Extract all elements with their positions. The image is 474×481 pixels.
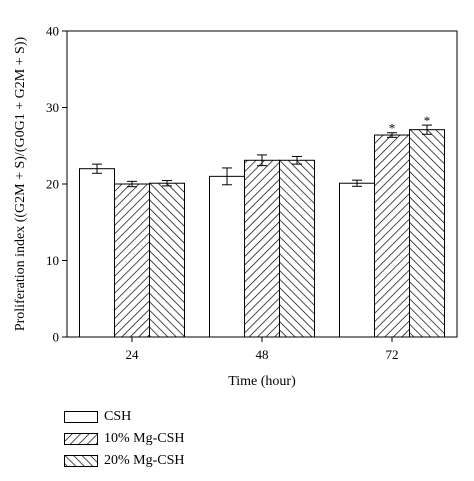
bar-20-mg-csh-72 bbox=[409, 129, 445, 338]
x-tick-label-72: 72 bbox=[386, 347, 399, 362]
legend-swatch-20-mg-csh bbox=[64, 455, 98, 467]
legend-item-10-mg-csh: 10% Mg-CSH bbox=[64, 428, 185, 450]
y-axis-title: Proliferation index ((G2M + S)/(G0G1 + G… bbox=[13, 37, 28, 332]
bar-csh-72 bbox=[339, 182, 375, 338]
y-tick-label-20: 20 bbox=[46, 177, 59, 192]
x-tick-label-48: 48 bbox=[256, 347, 269, 362]
significance-marker-10-mg-csh-72: * bbox=[389, 121, 396, 136]
legend-label-csh: CSH bbox=[104, 409, 132, 424]
bar-csh-48 bbox=[209, 175, 245, 338]
bar-20-mg-csh-48 bbox=[279, 159, 315, 338]
significance-marker-20-mg-csh-72: * bbox=[424, 113, 431, 128]
legend-item-20-mg-csh: 20% Mg-CSH bbox=[64, 450, 185, 472]
y-tick-label-10: 10 bbox=[46, 253, 59, 268]
y-tick-label-40: 40 bbox=[46, 24, 59, 39]
legend-label-10-mg-csh: 10% Mg-CSH bbox=[104, 431, 185, 446]
bar-10-mg-csh-24 bbox=[114, 183, 150, 338]
bar-10-mg-csh-48 bbox=[244, 159, 280, 338]
proliferation-bar-chart: 0 10 20 30 40 24 48 72 * * Time (hour) Proliferatio… bbox=[13, 24, 458, 389]
y-tick-label-0: 0 bbox=[53, 330, 60, 345]
bar-csh-24 bbox=[79, 168, 115, 338]
legend-swatch-10-mg-csh bbox=[64, 433, 98, 445]
bar-20-mg-csh-24 bbox=[149, 182, 185, 338]
legend-swatch-csh bbox=[64, 411, 98, 423]
legend-label-20-mg-csh: 20% Mg-CSH bbox=[104, 453, 185, 468]
x-axis-title: Time (hour) bbox=[228, 374, 296, 389]
y-tick-label-30: 30 bbox=[46, 100, 59, 115]
legend: CSH 10% Mg-CSH 20% Mg-CSH bbox=[64, 406, 185, 472]
x-tick-label-24: 24 bbox=[126, 347, 140, 362]
bar-10-mg-csh-72 bbox=[374, 134, 410, 338]
legend-item-csh: CSH bbox=[64, 406, 185, 428]
